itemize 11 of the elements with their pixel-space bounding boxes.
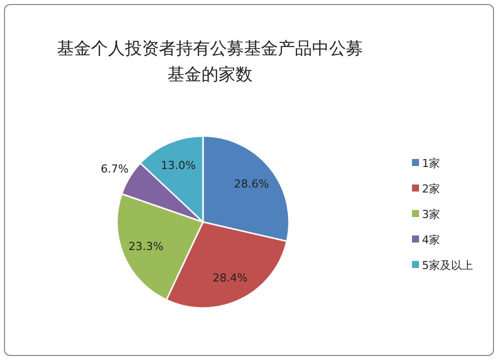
- legend-label: 2家: [422, 182, 440, 196]
- data-label: 23.3%: [128, 240, 164, 254]
- chart-title: 基金个人投资者持有公募基金产品中公募基金的家数: [56, 38, 364, 87]
- legend-label: 5家及以上: [422, 259, 473, 272]
- data-label: 6.7%: [100, 162, 129, 176]
- data-label: 28.4%: [212, 272, 248, 285]
- legend-label: 1家: [422, 157, 440, 170]
- legend-label: 3家: [422, 208, 440, 221]
- legend-label: 4家: [422, 234, 440, 246]
- data-label: 28.6%: [234, 177, 269, 190]
- data-label: 13.0%: [160, 159, 196, 172]
